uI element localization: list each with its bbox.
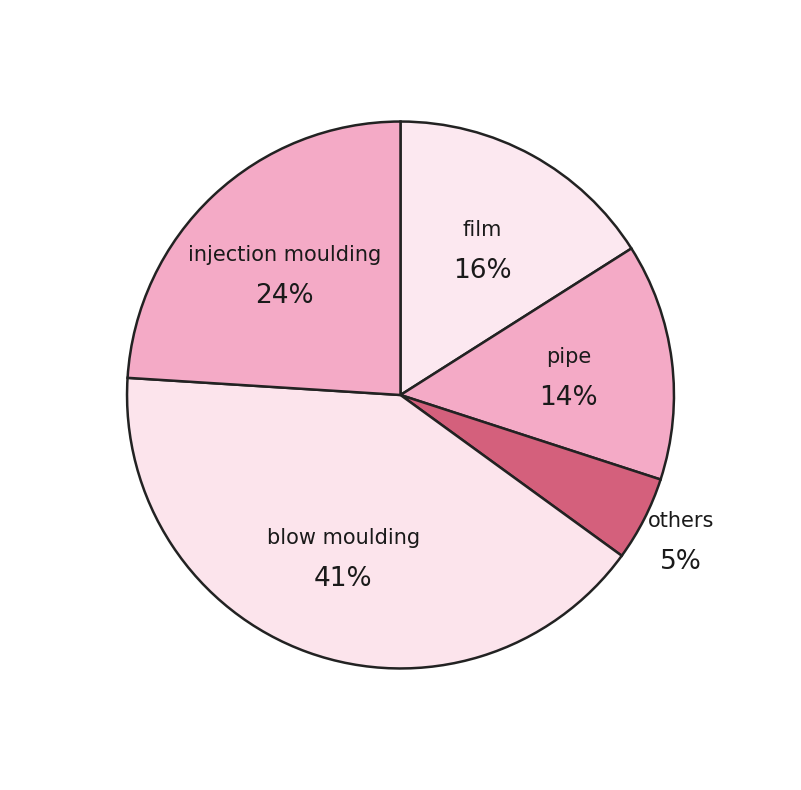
- Wedge shape: [400, 122, 631, 395]
- Text: 14%: 14%: [539, 386, 598, 412]
- Text: injection moulding: injection moulding: [187, 245, 381, 265]
- Text: 24%: 24%: [256, 283, 314, 309]
- Wedge shape: [127, 122, 400, 395]
- Text: film: film: [462, 220, 502, 240]
- Text: 16%: 16%: [453, 258, 512, 284]
- Text: blow moulding: blow moulding: [267, 529, 420, 548]
- Wedge shape: [400, 249, 674, 480]
- Text: pipe: pipe: [546, 348, 591, 367]
- Text: 41%: 41%: [314, 566, 372, 592]
- Text: others: others: [647, 511, 714, 532]
- Wedge shape: [127, 378, 622, 668]
- Text: 5%: 5%: [660, 549, 702, 575]
- Wedge shape: [400, 395, 661, 555]
